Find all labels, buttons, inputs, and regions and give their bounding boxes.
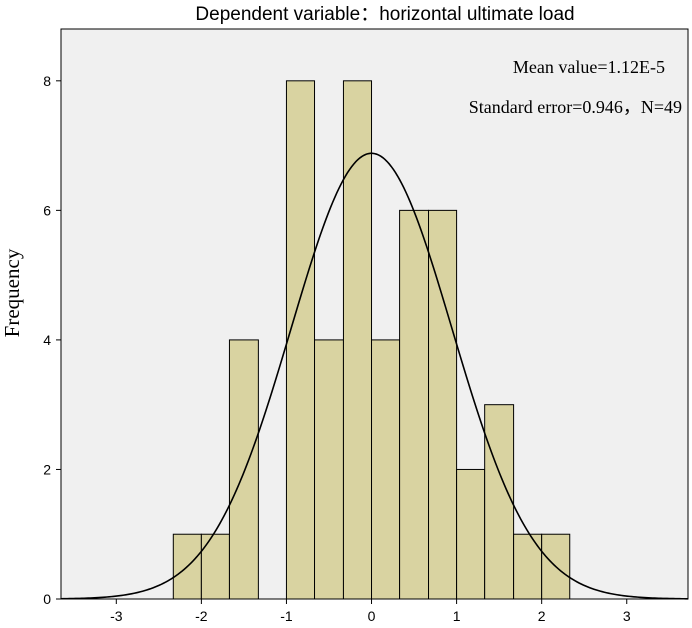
y-tick-label: 2 [43, 461, 51, 477]
x-tick-label: -2 [195, 608, 208, 624]
histogram-bar [314, 339, 344, 600]
x-tick-label: -3 [110, 608, 123, 624]
histogram-bar [484, 404, 515, 600]
y-tick-label: 6 [43, 202, 51, 218]
mean-annotation: Mean value=1.12E-5 [513, 57, 665, 77]
x-axis: -3 -2 -1 0 1 2 3 [110, 599, 631, 624]
histogram-bar [513, 533, 543, 600]
x-tick-label: 0 [368, 608, 376, 624]
histogram-bar [228, 339, 259, 600]
normal-curve [60, 152, 689, 600]
histogram-bars [172, 80, 571, 600]
x-tick-label: 3 [623, 608, 631, 624]
histogram-bar [371, 339, 401, 600]
histogram-bar [200, 533, 230, 600]
x-tick-label: -1 [280, 608, 293, 624]
histogram-bar [541, 533, 571, 600]
histogram-bar [456, 468, 486, 600]
y-tick-label: 0 [43, 591, 51, 607]
x-tick-label: 2 [538, 608, 546, 624]
stats-annotation: Standard error=0.946，N=49 [469, 97, 682, 117]
histogram-bar [285, 80, 316, 600]
chart-title: Dependent variable：horizontal ultimate l… [195, 4, 574, 25]
x-tick-label: 1 [453, 608, 461, 624]
y-tick-label: 8 [43, 73, 51, 89]
histogram-bar [342, 80, 373, 600]
histogram-bar [428, 209, 458, 600]
histogram-bar [399, 209, 430, 600]
y-axis: 0 2 4 6 8 [43, 73, 61, 607]
y-tick-label: 4 [43, 332, 51, 348]
y-axis-label: Frequency [0, 248, 24, 337]
